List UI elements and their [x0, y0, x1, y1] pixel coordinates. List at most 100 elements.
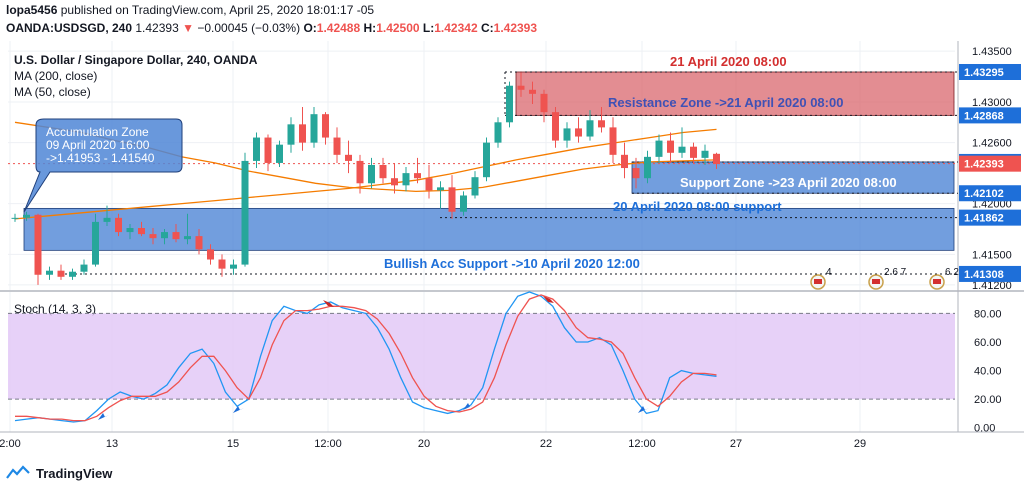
callout-text: ->1.41953 - 1.41540 [46, 151, 155, 165]
candle [391, 162, 398, 194]
stoch-tick-label: 0.00 [974, 423, 995, 435]
stoch-tick-label: 20.00 [974, 394, 1002, 406]
candle-body [103, 217, 111, 222]
candle [713, 152, 720, 170]
candle [598, 107, 605, 133]
candle-body [184, 236, 191, 240]
price-label-badge: 1.42393 [959, 155, 1021, 172]
flag-count: 4 [826, 267, 832, 278]
footer: TradingView [6, 465, 112, 481]
candle [264, 134, 272, 172]
candle [57, 264, 65, 280]
candle-body [299, 124, 306, 143]
time-tick-label: 12:00 [628, 438, 656, 450]
badge-text: 1.42868 [964, 110, 1004, 122]
price-change: −0.00045 (−0.03%) [197, 21, 301, 35]
flag-stripe [814, 279, 822, 284]
candle-body [471, 177, 479, 196]
candle [218, 254, 226, 277]
candle-body [345, 154, 352, 161]
published-text: published on TradingView.com, April 25, … [60, 3, 375, 17]
price-label-badge: 1.42102 [959, 185, 1021, 202]
badge-text: 1.43295 [964, 67, 1004, 79]
time-tick-label: 29 [854, 438, 866, 450]
buy-signal-icon [638, 406, 649, 413]
support-zone-label: Support Zone ->23 April 2020 08:00 [680, 175, 897, 190]
candle [414, 157, 421, 184]
candle-body [563, 128, 571, 141]
price-label-badge: 1.41308 [959, 265, 1021, 282]
callout-shape [23, 118, 183, 213]
candle-body [207, 249, 214, 260]
time-tick-label: 27 [730, 438, 742, 450]
low-value: 1.42342 [434, 21, 478, 35]
candle-body [57, 270, 65, 277]
candle [701, 144, 709, 165]
stoch-tick-label: 60.00 [974, 337, 1002, 349]
candle-body [506, 85, 513, 123]
candle-body [287, 124, 295, 145]
candle-body [655, 140, 663, 157]
flag-count: 2 6 7 [884, 267, 907, 278]
resistance-date-label: 21 April 2020 08:00 [670, 54, 787, 69]
candle [310, 107, 318, 148]
stoch-tick-label: 40.00 [974, 366, 1002, 378]
candle-body [368, 164, 375, 184]
candle [529, 81, 536, 105]
candle-body [632, 168, 640, 179]
chart-legend: U.S. Dollar / Singapore Dollar, 240, OAN… [14, 52, 257, 100]
candle-body [46, 270, 53, 275]
candle-body [644, 156, 651, 179]
candle-body [333, 137, 341, 155]
candle [517, 71, 525, 97]
candle-body [230, 264, 237, 269]
candle [621, 142, 628, 179]
publisher-name[interactable]: lopa5456 [6, 3, 58, 17]
candle-body [115, 217, 122, 233]
candle [402, 167, 410, 192]
economic-event-flag: 2 6 7 [868, 267, 907, 290]
candle [184, 213, 191, 245]
high-value: 1.42500 [376, 21, 420, 35]
candle-body [276, 144, 283, 163]
candle [552, 107, 559, 148]
price-label-badge: 1.42868 [959, 107, 1021, 124]
candle-body [161, 232, 168, 239]
price-tick-label: 1.41200 [972, 280, 1012, 292]
badge-bg [959, 265, 1021, 282]
badge-text: 1.41862 [964, 213, 1004, 225]
candle [379, 157, 387, 184]
candle-body [11, 217, 19, 219]
time-tick-label: 20 [418, 438, 430, 450]
quote-line: OANDA:USDSGD, 240 1.42393 ▼ −0.00045 (−0… [6, 21, 537, 35]
time-tick-label: 15 [227, 438, 239, 450]
candle [575, 117, 582, 143]
accumulation-zone [23, 207, 955, 251]
candle-body [218, 259, 226, 269]
badge-bg [959, 155, 1021, 172]
economic-event-flag: 4 [810, 267, 832, 290]
candle [115, 213, 122, 237]
flag-stripe [933, 279, 941, 284]
badge-bg [959, 209, 1021, 226]
brand-name[interactable]: TradingView [36, 465, 113, 481]
flag-stripe [872, 279, 880, 284]
candle [195, 229, 203, 255]
candle [161, 229, 168, 245]
candle-body [69, 271, 76, 277]
price-tick-label: 1.42000 [972, 199, 1012, 211]
resistance-zone [515, 71, 955, 116]
candle-body [609, 127, 617, 155]
candle [356, 154, 364, 194]
candle-body [241, 160, 249, 265]
candle [80, 259, 88, 275]
badge-bg [959, 107, 1021, 124]
candle [92, 213, 99, 267]
high-label: H: [363, 21, 377, 35]
price-tick-label: 1.41500 [972, 249, 1012, 261]
candle [437, 181, 444, 209]
price-label-badge: 1.41862 [959, 209, 1021, 226]
candle [69, 268, 76, 280]
candle-body [552, 112, 559, 141]
